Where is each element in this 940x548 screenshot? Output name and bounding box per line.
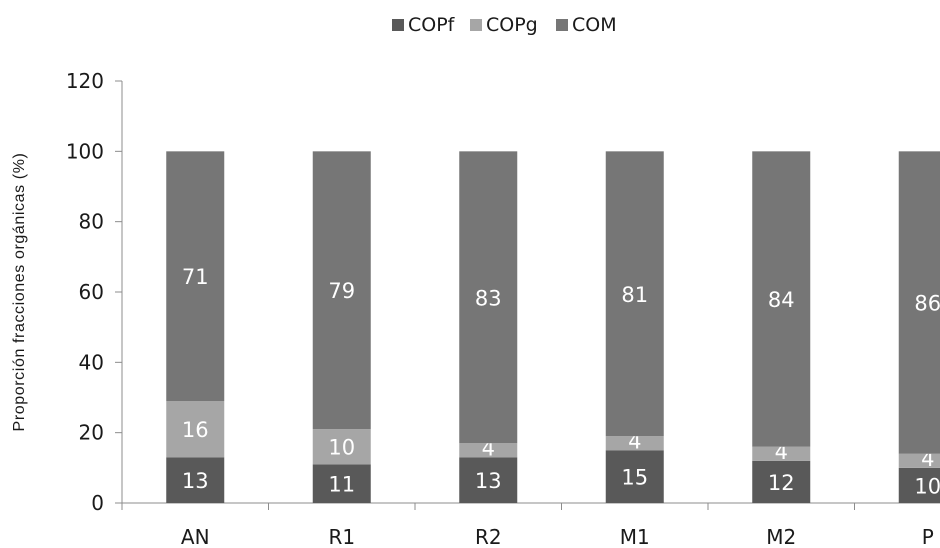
legend-swatch	[470, 19, 482, 31]
legend: COPf COPg COM	[392, 14, 617, 36]
bar-segment-com	[605, 151, 664, 437]
bar-segment-com	[166, 151, 225, 402]
bar-segment-com	[312, 151, 371, 430]
data-label: 81	[621, 283, 648, 307]
bar-segment-copf	[459, 457, 518, 503]
data-label: 10	[914, 474, 940, 498]
legend-swatch	[392, 19, 404, 31]
data-label: 10	[328, 436, 355, 460]
x-tick-label: M1	[620, 525, 650, 548]
bar-segment-com	[898, 151, 940, 454]
bar-segment-com	[459, 151, 518, 444]
data-label: 83	[475, 286, 502, 310]
bar-segment-copf	[898, 467, 940, 503]
y-tick-label: 80	[79, 210, 104, 234]
data-label: 12	[768, 471, 795, 495]
legend-label: COPg	[486, 14, 538, 36]
bar-segment-copf	[605, 450, 664, 503]
bar-segment-copg	[459, 443, 518, 458]
data-label: 13	[182, 469, 209, 493]
data-label: 11	[328, 473, 355, 497]
legend-label: COM	[572, 14, 617, 36]
x-axis: AN R1 R2 M1 M2 P	[121, 502, 940, 548]
x-tick-label: R2	[475, 525, 502, 548]
y-axis: 0 20 40 60 80 100 120	[66, 69, 123, 515]
y-tick-label: 20	[79, 421, 104, 445]
bar-segment-copg	[752, 446, 811, 461]
data-label: 16	[182, 418, 209, 442]
x-tick-label: M2	[766, 525, 796, 548]
x-tick-label: P	[922, 525, 934, 548]
x-tick-label: R1	[328, 525, 355, 548]
data-label: 13	[475, 469, 502, 493]
bar-segment-copf	[752, 460, 811, 503]
data-label: 79	[328, 279, 355, 303]
data-label: 15	[621, 466, 648, 490]
bar-segment-copg	[312, 429, 371, 465]
data-label: 71	[182, 265, 209, 289]
bar-segment-copg	[166, 401, 225, 458]
data-label: 86	[914, 292, 940, 316]
legend-swatch	[556, 19, 568, 31]
y-tick-label: 100	[66, 139, 104, 163]
legend-label: COPf	[408, 14, 456, 36]
bar-segment-copg	[898, 453, 940, 468]
x-tick-label: AN	[181, 525, 210, 548]
bar-segment-copg	[605, 436, 664, 451]
data-label: 84	[768, 288, 795, 312]
y-axis-label: Proporción fracciones orgánicas (%)	[11, 153, 28, 432]
y-tick-label: 120	[66, 69, 104, 93]
y-tick-label: 40	[79, 350, 104, 374]
y-tick-label: 0	[91, 491, 104, 515]
bar-segment-com	[752, 151, 811, 447]
y-tick-label: 60	[79, 280, 104, 304]
bar-segment-copf	[166, 457, 225, 503]
bar-segment-copf	[312, 464, 371, 503]
